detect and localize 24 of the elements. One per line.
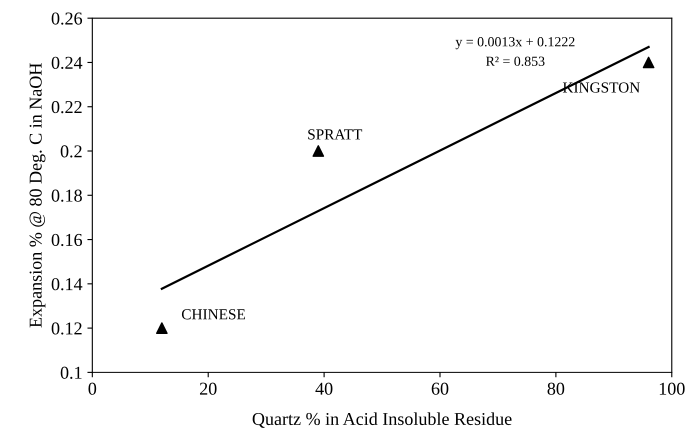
point xyxy=(156,322,168,334)
annotation: R² = 0.853 xyxy=(486,56,545,66)
x-axis-title: Quartz % in Acid Insoluble Residue xyxy=(252,412,512,428)
annotation: y = 0.0013x + 0.1222 xyxy=(456,37,574,50)
y-tick-label: 0.2 xyxy=(60,145,82,158)
x-tick-label: 80 xyxy=(548,382,564,395)
y-tick-label: 0.16 xyxy=(52,234,82,246)
y-axis-title: Expansion % @ 80 Deg. C in NaOH xyxy=(30,63,46,328)
x-tick-label: 60 xyxy=(432,382,448,395)
y-tick-label: 0.1 xyxy=(60,366,82,379)
point xyxy=(642,56,654,68)
y-tick-label: 0.12 xyxy=(52,322,82,335)
x-tick-label: 40 xyxy=(315,382,332,395)
y-tick-label: 0.14 xyxy=(52,278,82,290)
y-tick-label: 0.22 xyxy=(52,100,82,114)
y-tick-label: 0.26 xyxy=(52,12,82,25)
x-tick-label: 20 xyxy=(200,382,217,395)
annotation: CHINESE xyxy=(182,309,246,320)
y-tick-label: 0.24 xyxy=(52,56,82,69)
x-tick-label: 0 xyxy=(88,382,96,395)
point xyxy=(312,145,324,157)
x-tick-label: 100 xyxy=(660,382,685,395)
y-tick-label: 0.18 xyxy=(52,190,82,202)
annotation: SPRATT xyxy=(308,129,362,140)
